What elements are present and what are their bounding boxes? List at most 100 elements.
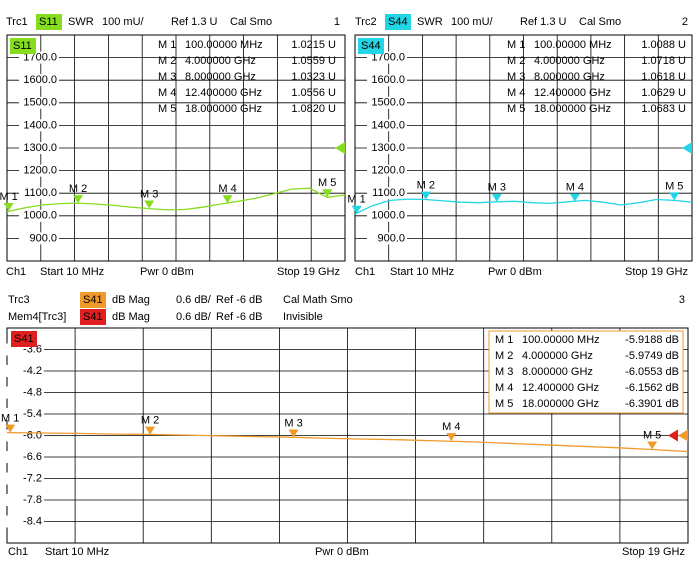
marker-label: M 2: [69, 183, 87, 195]
marker-label: M 4: [566, 181, 584, 193]
marker-table-x: 12.400000 GHz: [522, 382, 599, 394]
tick-label-bg: [367, 51, 407, 64]
marker: [222, 195, 233, 204]
marker-table-name: M 2: [495, 350, 513, 362]
y-tick-label: 900.0: [29, 232, 57, 244]
reference: Ref 1.3 U: [520, 16, 567, 28]
marker: [5, 424, 16, 433]
format: dB Mag: [112, 311, 150, 323]
marker-table-name: M 1: [507, 39, 525, 51]
y-tick-label: 1300.0: [371, 142, 405, 154]
marker-label: M 2: [417, 179, 435, 191]
marker-label: M 1: [347, 194, 365, 206]
marker-table-value: 1.0088 U: [641, 39, 686, 51]
marker-table-x: 100.00000 MHz: [185, 39, 263, 51]
marker-table-x: 4.000000 GHz: [522, 350, 593, 362]
marker-label: M 1: [1, 412, 19, 424]
tick-label-bg: [4, 515, 44, 528]
reference: Ref 1.3 U: [171, 16, 218, 28]
marker-table-name: M 3: [507, 71, 525, 83]
tick-label-bg: [4, 386, 44, 399]
y-tick-label: 1600.0: [23, 74, 57, 86]
trace-name: Trc3: [8, 294, 30, 306]
tick-label-bg: [367, 209, 407, 222]
power: Pwr 0 dBm: [315, 546, 369, 558]
marker-table-value: 1.0323 U: [291, 71, 336, 83]
stop-frequency: Stop 19 GHz: [625, 266, 688, 278]
tick-label-bg: [19, 142, 59, 154]
y-tick-label: -4.2: [23, 365, 42, 377]
y-tick-label: -5.4: [23, 408, 42, 420]
y-tick-label: 1500.0: [371, 97, 405, 109]
y-tick-label: 1600.0: [371, 74, 405, 86]
marker-table-value: 1.0629 U: [641, 87, 686, 99]
reference: Ref -6 dB: [216, 311, 262, 323]
tick-label-bg: [4, 472, 44, 485]
marker-table-x: 8.000000 GHz: [522, 366, 593, 378]
marker-table-x: 8.000000 GHz: [185, 71, 256, 83]
channel-number: 2: [682, 16, 688, 28]
marker-table-x: 8.000000 GHz: [534, 71, 605, 83]
marker-label: M 4: [442, 421, 460, 433]
channel: Ch1: [6, 266, 26, 278]
tick-label-bg: [367, 187, 407, 200]
tick-label-bg: [19, 164, 59, 177]
marker-table-name: M 2: [158, 55, 176, 67]
marker-table-x: 12.400000 GHz: [185, 87, 262, 99]
tick-label-bg: [4, 365, 44, 377]
format: dB Mag: [112, 294, 150, 306]
param-label: S44: [388, 16, 408, 28]
marker-table-name: M 3: [158, 71, 176, 83]
param-badge: [11, 331, 37, 347]
flags: Invisible: [283, 311, 323, 323]
marker-table-x: 18.000000 GHz: [522, 398, 599, 410]
tick-label-bg: [19, 232, 59, 245]
channel-number: 1: [334, 16, 340, 28]
scale: 100 mU/: [451, 16, 494, 28]
marker-label: M 3: [140, 188, 158, 200]
marker: [73, 195, 84, 204]
tick-label-bg: [19, 74, 59, 87]
marker-table-value: -6.3901 dB: [625, 398, 679, 410]
scale: 100 mU/: [102, 16, 145, 28]
start-frequency: Start 10 MHz: [40, 266, 104, 278]
tick-label-bg: [19, 187, 59, 200]
tick-label-bg: [4, 408, 44, 420]
marker-table-name: M 3: [495, 366, 513, 378]
y-tick-label: 1000.0: [371, 210, 405, 222]
flags: Cal Smo: [230, 16, 272, 28]
param-badge: [80, 292, 106, 308]
marker-label: M 4: [218, 183, 236, 195]
marker-table-x: 100.00000 MHz: [534, 39, 612, 51]
param-label: S41: [83, 294, 103, 306]
marker: [3, 202, 14, 211]
marker-label: M 2: [141, 415, 159, 427]
param-badge: [10, 38, 36, 54]
marker-table-name: M 1: [495, 334, 513, 346]
start-frequency: Start 10 MHz: [390, 266, 454, 278]
marker-table-name: M 4: [507, 87, 525, 99]
marker-table-value: -6.0553 dB: [625, 366, 679, 378]
ref-arrow: [682, 142, 692, 154]
marker: [322, 189, 333, 198]
marker: [288, 429, 299, 438]
marker-table-value: 1.0556 U: [291, 87, 336, 99]
marker-table-value: -6.1562 dB: [625, 382, 679, 394]
marker-table-value: 1.0683 U: [641, 103, 686, 115]
param-badge: [358, 38, 384, 54]
marker-table-x: 18.000000 GHz: [185, 103, 262, 115]
marker: [569, 193, 580, 202]
tick-label-bg: [19, 119, 59, 132]
marker: [144, 200, 155, 209]
scale: 0.6 dB/: [176, 311, 212, 323]
marker: [491, 193, 502, 202]
trace-name: Trc2: [355, 16, 377, 28]
param-label: S44: [361, 40, 381, 52]
marker-label: M 3: [284, 417, 302, 429]
marker: [351, 205, 362, 214]
format: SWR: [68, 16, 94, 28]
stop-frequency: Stop 19 GHz: [622, 546, 685, 558]
marker-table-frame: [488, 330, 684, 414]
marker-table-name: M 4: [495, 382, 513, 394]
